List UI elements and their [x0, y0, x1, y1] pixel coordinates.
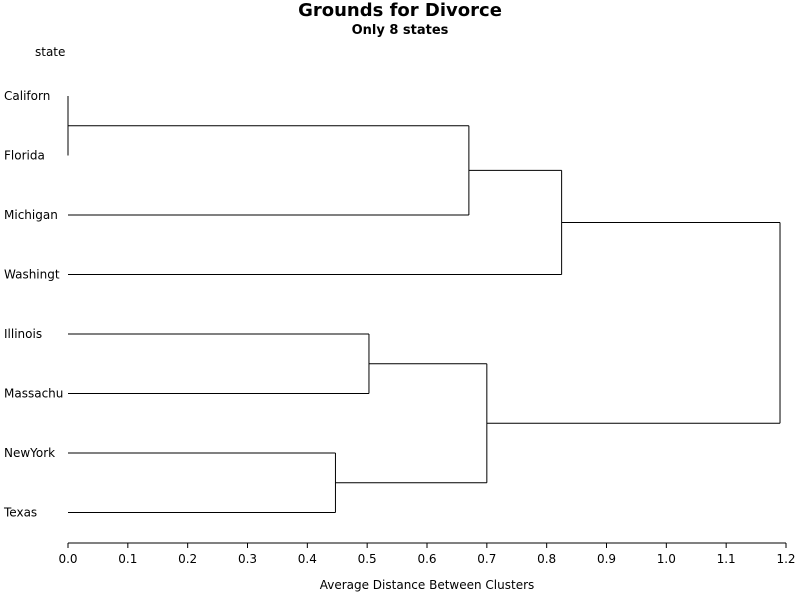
x-tick-label-9: 0.9 — [597, 552, 616, 566]
leaf-label-0: Californ — [4, 89, 50, 103]
x-tick-label-3: 0.3 — [238, 552, 257, 566]
x-tick-label-11: 1.1 — [717, 552, 736, 566]
leaf-label-2: Michigan — [4, 208, 58, 222]
x-tick-label-12: 1.2 — [776, 552, 795, 566]
leaf-label-5: Massachu — [4, 387, 63, 401]
dendrogram-links — [67, 96, 781, 513]
x-tick-label-4: 0.4 — [298, 552, 317, 566]
leaf-label-4: Illinois — [4, 327, 42, 341]
leaf-label-1: Florida — [4, 149, 45, 163]
leaf-label-7: Texas — [3, 506, 37, 520]
x-tick-label-0: 0.0 — [58, 552, 77, 566]
leaf-header: state — [35, 45, 66, 59]
x-tick-label-10: 1.0 — [657, 552, 676, 566]
x-tick-label-6: 0.6 — [417, 552, 436, 566]
leaf-label-3: Washingt — [4, 268, 60, 282]
leaf-labels: Californ Florida Michigan Washingt Illinois M… — [3, 89, 63, 520]
x-axis-label: Average Distance Between Clusters — [319, 578, 535, 592]
x-tick-label-1: 0.1 — [118, 552, 137, 566]
chart-subtitle: Only 8 states — [351, 23, 449, 38]
x-tick-label-2: 0.2 — [178, 552, 197, 566]
x-tick-label-5: 0.5 — [358, 552, 377, 566]
x-axis: 0.0 0.1 0.2 0.3 0.4 0.5 0.6 0.7 0.8 0.9 1.0 1.1 1.2 — [58, 542, 796, 566]
x-tick-label-8: 0.8 — [537, 552, 556, 566]
x-tick-label-7: 0.7 — [477, 552, 496, 566]
leaf-label-6: NewYork — [4, 446, 55, 460]
chart-title: Grounds for Divorce — [298, 0, 502, 21]
